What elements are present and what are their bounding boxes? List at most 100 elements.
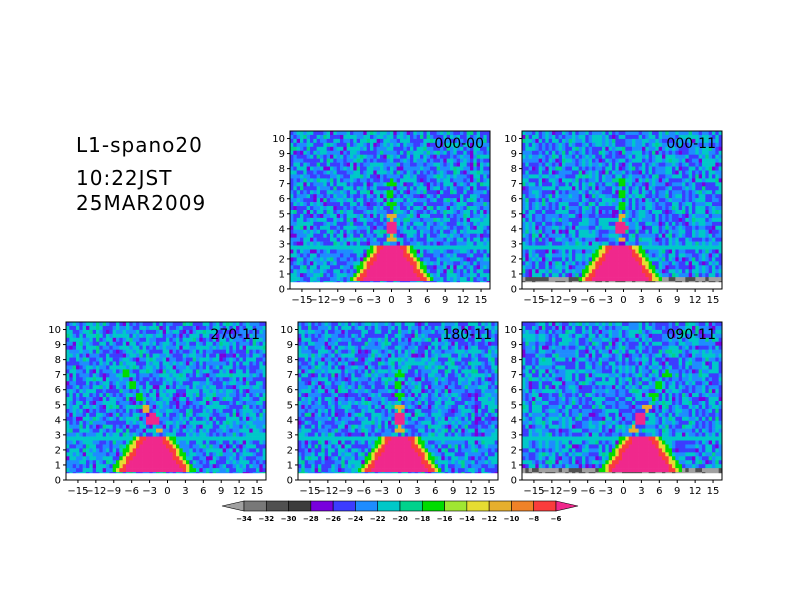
heatmap-cell [705,134,709,140]
heatmap-cell [350,158,354,163]
heatmap-cell [688,182,693,187]
heatmap-cell [336,213,341,219]
heatmap-cell [453,146,457,152]
heatmap-cell [545,166,549,171]
heatmap-cell [473,182,477,187]
heatmap-cell [346,253,351,258]
heatmap-cell [698,265,703,270]
heatmap-cell [595,134,599,140]
heatmap-cell [655,206,659,211]
heatmap-cell [373,265,377,270]
heatmap-cell [542,217,546,223]
heatmap-cell [645,194,649,199]
heatmap-cell [316,217,321,223]
heatmap-cell [303,253,307,258]
heatmap-cell [705,249,709,254]
heatmap-cell [400,225,404,231]
heatmap-cell [615,257,619,262]
heatmap-cell [615,190,619,195]
heatmap-cell [555,162,559,167]
heatmap-cell [655,217,659,223]
heatmap-cell [296,174,301,179]
heatmap-cell [692,241,696,246]
heatmap-cell [558,186,563,191]
heatmap-cell [605,162,609,167]
heatmap-cell [353,277,357,282]
heatmap-cell [330,245,334,250]
heatmap-cell [712,194,716,199]
heatmap-cell [350,194,354,199]
heatmap-cell [662,213,666,219]
heatmap-cell [528,273,533,278]
heatmap-cell [333,131,337,136]
heatmap-cell [665,233,669,238]
heatmap-cell [420,170,424,175]
heatmap-cell [622,131,626,136]
heatmap-cell [702,210,706,215]
heatmap-cell [466,131,471,136]
heatmap-cell [532,138,536,144]
heatmap-cell [413,178,417,183]
heatmap-cell [403,225,407,231]
heatmap-cell [688,210,693,215]
heatmap-cell [718,178,723,183]
heatmap-cell [360,265,364,270]
heatmap-cell [403,178,407,183]
heatmap-cell [685,257,689,262]
heatmap-cell [678,186,683,191]
heatmap-cell [192,322,197,327]
heatmap-cell [356,257,361,262]
heatmap-cell [548,225,553,231]
heatmap-cell [460,146,464,152]
heatmap-cell [413,202,417,207]
heatmap-cell [293,206,297,211]
heatmap-cell [433,206,437,211]
heatmap-cell [486,162,491,167]
heatmap-cell [585,178,589,183]
heatmap-cell [453,241,457,246]
heatmap-cell [532,154,536,159]
heatmap-cell [528,257,533,262]
heatmap-cell [678,182,683,187]
heatmap-cell [486,178,491,183]
heatmap-cell [612,249,616,254]
heatmap-cell [353,225,357,231]
heatmap-cell [572,265,576,270]
heatmap-cell [436,253,441,258]
heatmap-cell [486,158,491,163]
heatmap-cell [456,225,461,231]
heatmap-cell [383,229,387,234]
heatmap-cell [682,198,686,203]
heatmap-cell [313,158,317,163]
heatmap-cell [259,322,263,327]
heatmap-cell [575,213,579,219]
heatmap-cell [538,178,543,183]
heatmap-cell [622,186,626,191]
heatmap-cell [156,322,160,327]
heatmap-cell [718,277,723,282]
heatmap-cell [303,206,307,211]
heatmap-cell [206,322,210,327]
heatmap-cell [698,186,703,191]
heatmap-cell [618,265,623,270]
heatmap-cell [370,202,374,207]
heatmap-cell [565,273,569,278]
heatmap-cell [403,257,407,262]
heatmap-cell [330,241,334,246]
heatmap-cell [383,273,387,278]
heatmap-cell [522,190,526,195]
heatmap-cell [290,166,294,171]
heatmap-cell [476,198,481,203]
heatmap-cell [450,146,454,152]
heatmap-cell [575,229,579,234]
heatmap-cell [370,249,374,254]
heatmap-cell [463,202,467,207]
heatmap-cell [360,138,364,144]
heatmap-cell [522,142,526,148]
heatmap-cell [555,146,559,152]
heatmap-cell [323,174,327,179]
heatmap-cell [605,166,609,171]
heatmap-cell [350,249,354,254]
heatmap-cell [528,131,533,136]
heatmap-cell [678,253,683,258]
